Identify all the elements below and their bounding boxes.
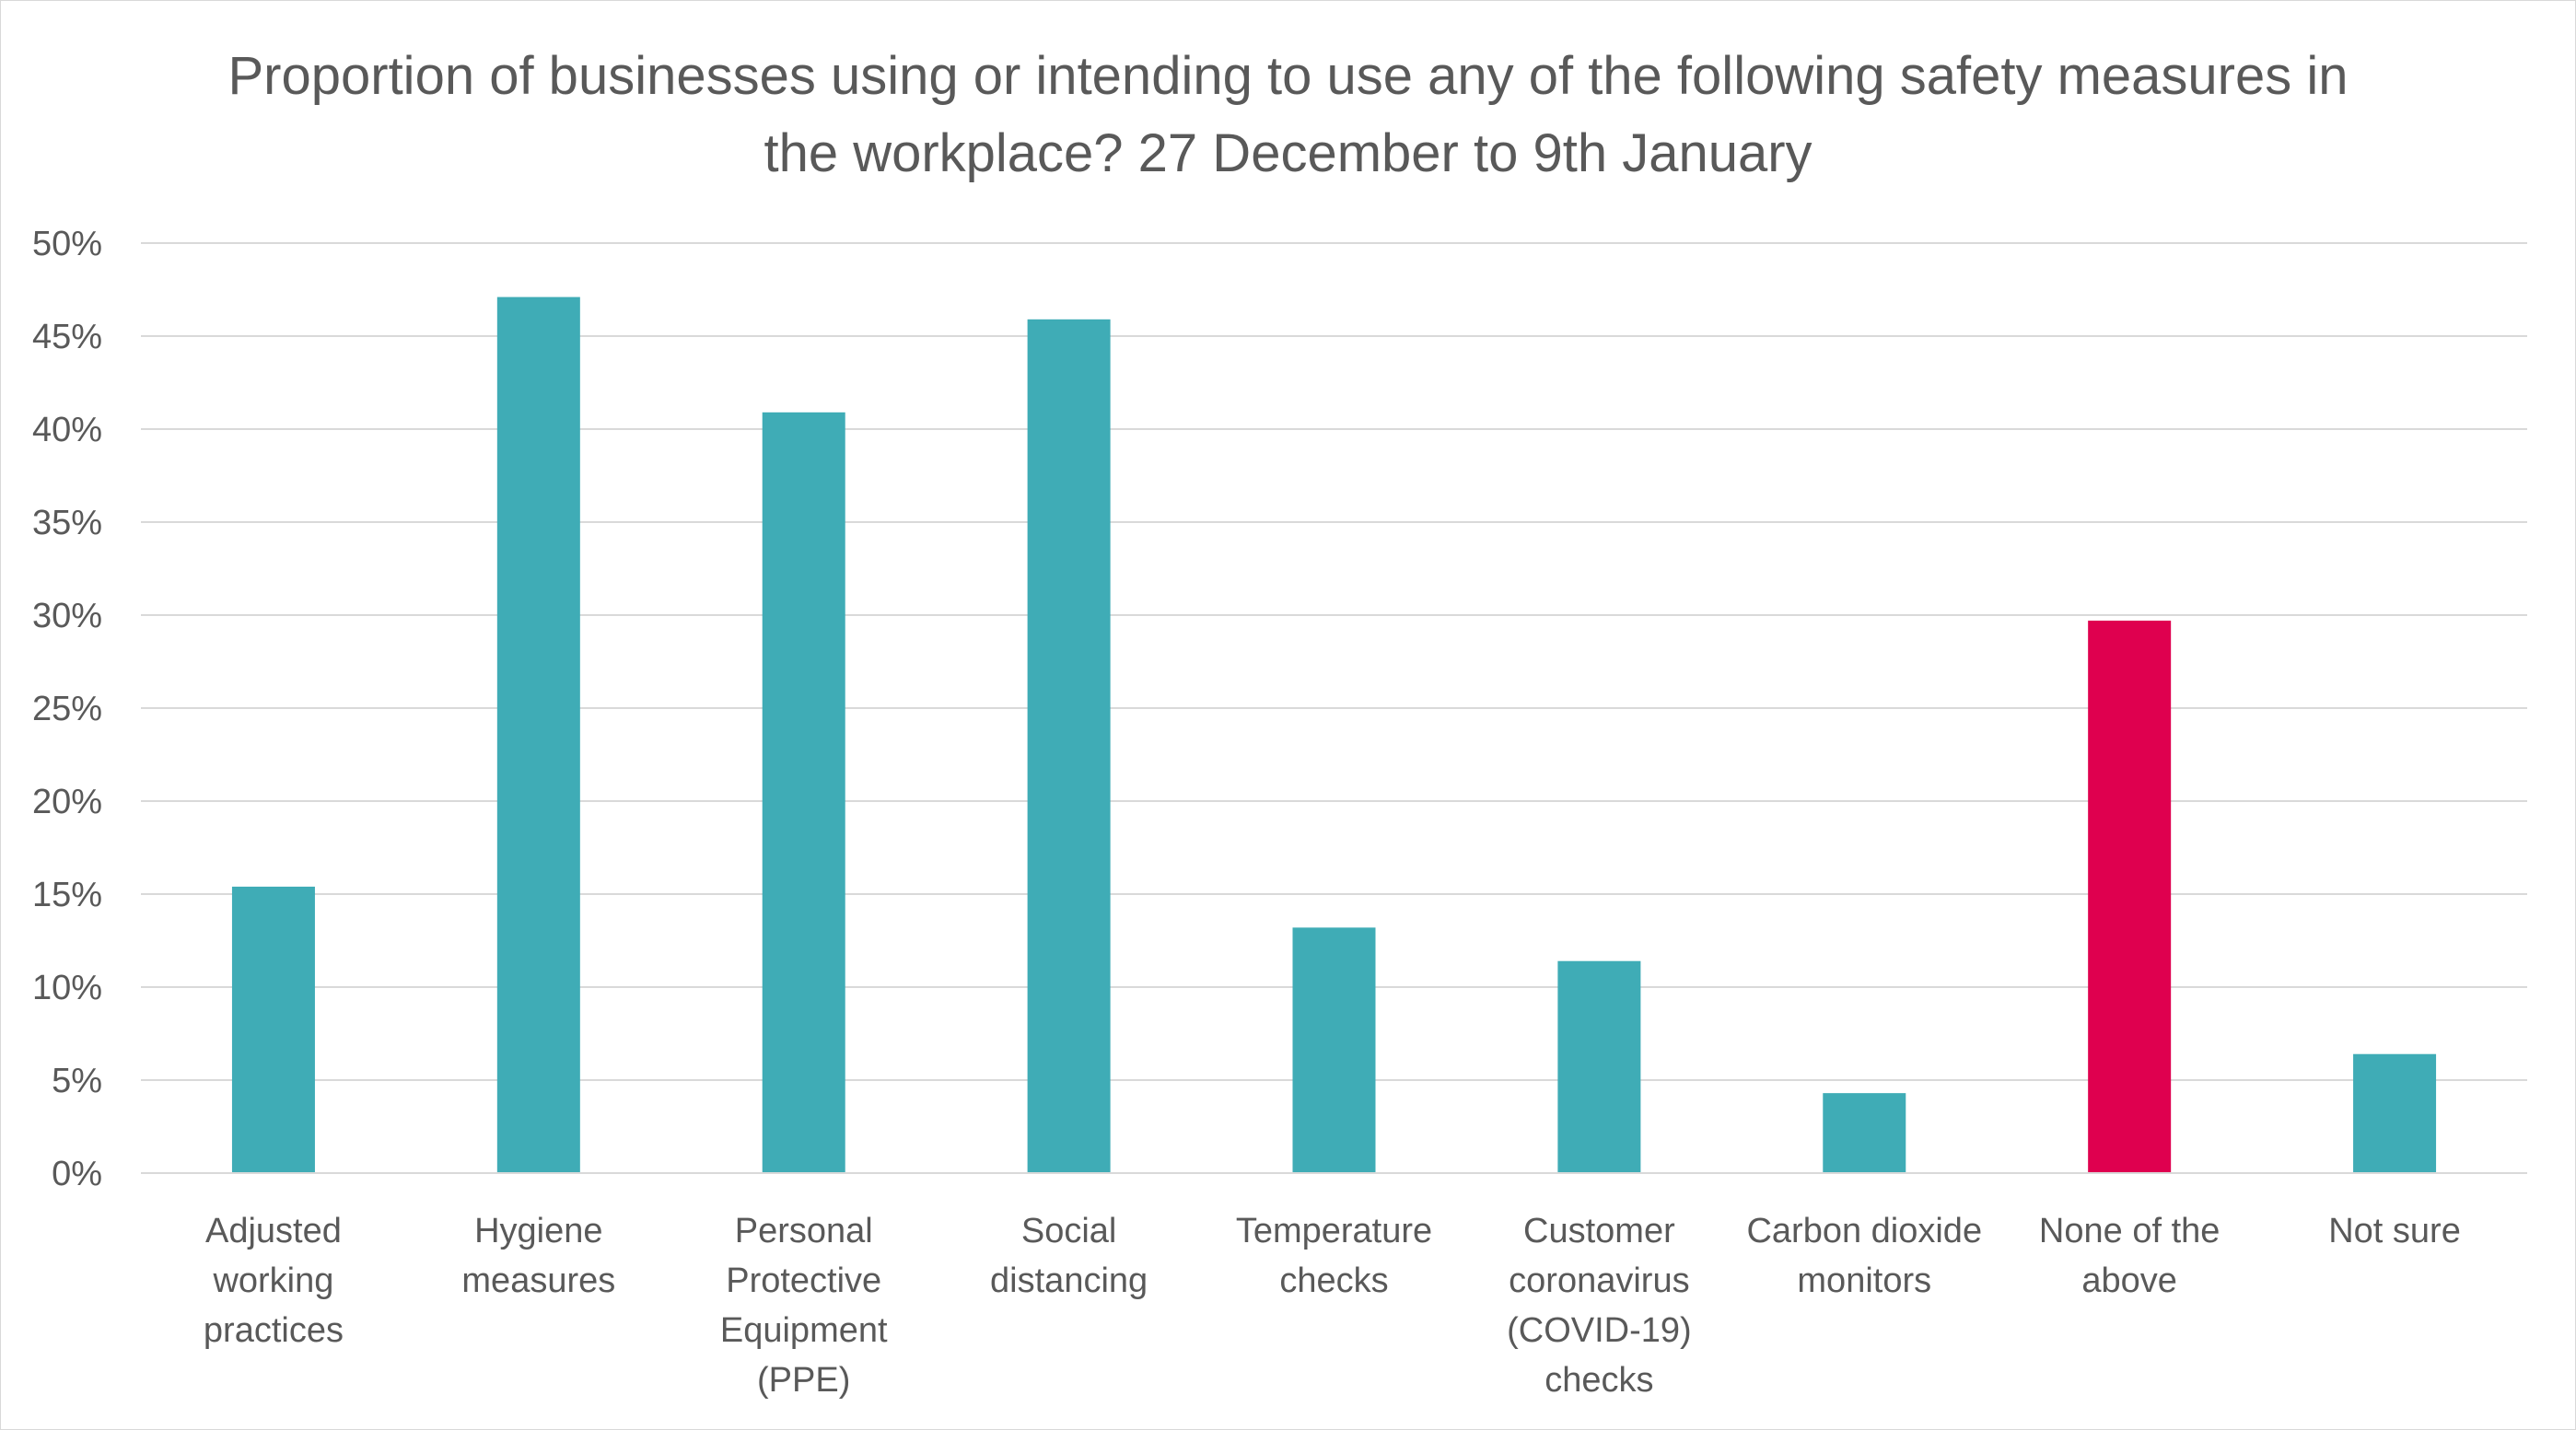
chart-title: Proportion of businesses using or intend… [227,46,2349,183]
bar [1557,960,1641,1173]
y-tick-label: 20% [32,783,102,821]
bar [762,412,845,1173]
bar [496,296,580,1174]
bar [2353,1053,2437,1173]
bars [231,296,2437,1174]
x-tick-label: None of the above [2039,1212,2220,1300]
y-tick-label: 50% [32,225,102,263]
x-tick-label: Not sure [2328,1212,2461,1250]
x-tick-label: Temperature checks [1236,1212,1432,1300]
y-tick-label: 10% [32,969,102,1007]
y-axis-ticks: 0% 5% 10% 15% 20% 25% 30% 35% 40% 45% 50% [32,225,102,1193]
y-tick-label: 35% [32,504,102,542]
bar [1027,319,1111,1173]
x-tick-label: Carbon dioxide monitors [1746,1212,1982,1300]
x-tick-label: Customer coronavirus (COVID-19) checks [1507,1212,1692,1400]
x-axis-ticks: Adjusted working practices Hygiene measures P… [204,1212,2461,1400]
x-tick-label: Social distancing [990,1212,1148,1300]
y-tick-label: 40% [32,411,102,449]
y-tick-label: 15% [32,876,102,914]
y-tick-label: 25% [32,690,102,728]
y-tick-label: 5% [52,1062,102,1100]
x-tick-label: Personal Protective Equipment (PPE) [720,1212,888,1400]
x-tick-label: Adjusted working practices [204,1212,344,1350]
x-tick-label: Hygiene measures [461,1212,615,1300]
y-tick-label: 0% [52,1155,102,1193]
bar [1292,927,1376,1173]
bar [231,886,315,1173]
bar [2088,621,2172,1173]
bar [1823,1093,1906,1173]
y-tick-label: 30% [32,597,102,635]
y-tick-label: 45% [32,318,102,356]
